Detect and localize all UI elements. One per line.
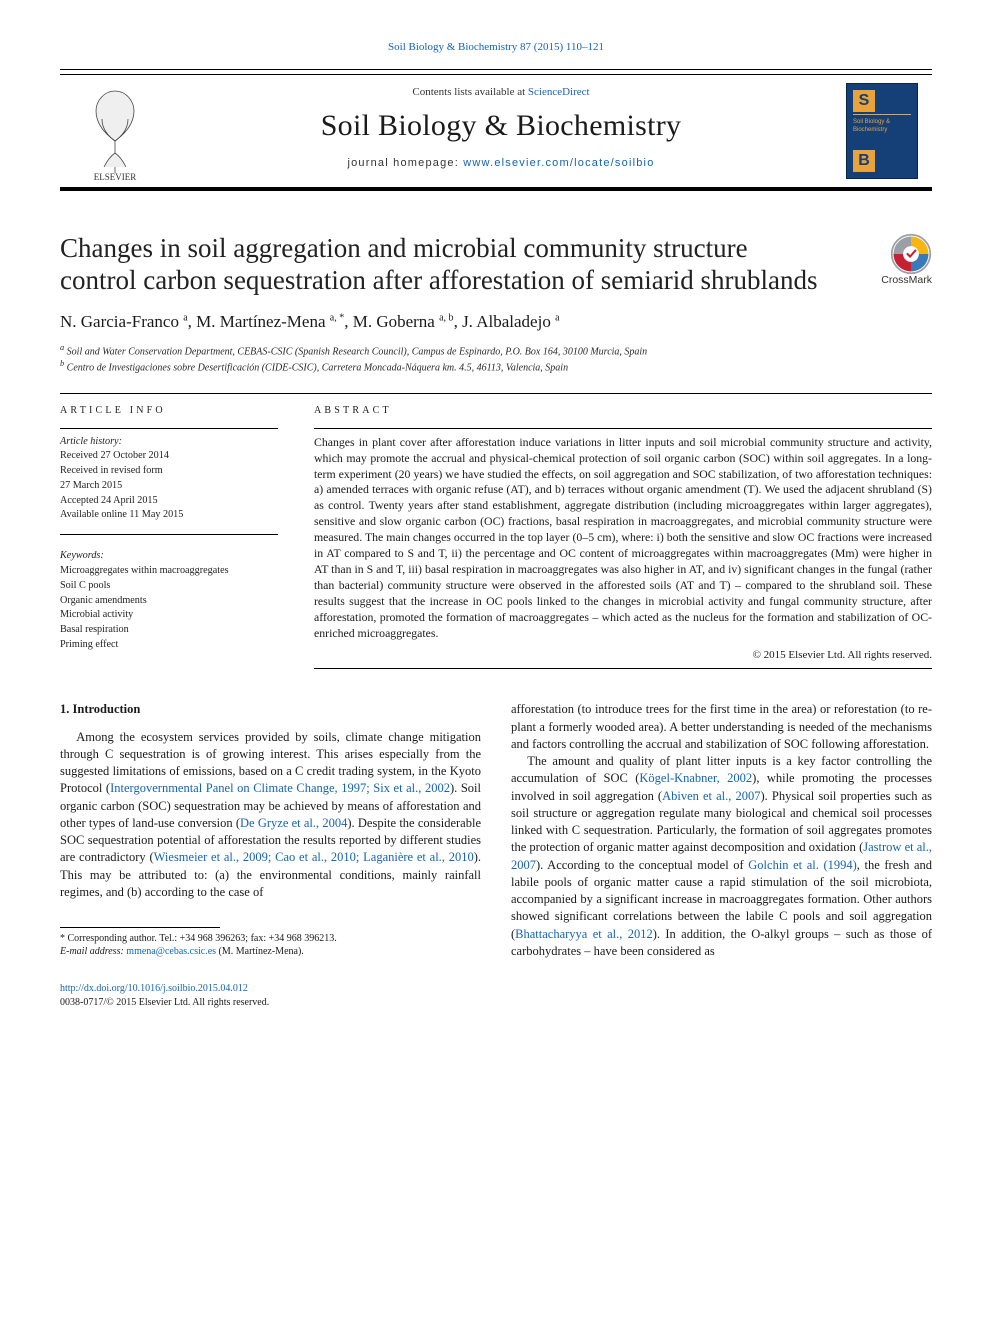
- elsevier-logo-icon: ELSEVIER: [74, 81, 156, 181]
- article-info-block: ARTICLE INFO Article history: Received 2…: [60, 404, 278, 669]
- abstract-copyright: © 2015 Elsevier Ltd. All rights reserved…: [314, 648, 932, 663]
- crossmark-label: CrossMark: [881, 273, 932, 287]
- cover-small-text: Soil Biology & Biochemistry: [853, 118, 917, 134]
- rule-above-abstract: [60, 393, 932, 394]
- column-left: 1. Introduction Among the ecosystem serv…: [60, 701, 481, 960]
- ref-link[interactable]: Kögel-Knabner, 2002: [639, 771, 752, 785]
- author-3-affil: a, b: [439, 312, 453, 323]
- doi-block: http://dx.doi.org/10.1016/j.soilbio.2015…: [60, 982, 932, 1009]
- rule-kw: [60, 534, 278, 535]
- history-accepted: Accepted 24 April 2015: [60, 494, 278, 508]
- ref-link[interactable]: Intergovernmental Panel on Climate Chang…: [110, 781, 450, 795]
- masthead-center: Contents lists available at ScienceDirec…: [170, 85, 832, 177]
- journal-cover-icon: S Soil Biology & Biochemistry B: [846, 83, 918, 179]
- history-received: Received 27 October 2014: [60, 449, 278, 463]
- contents-prefix: Contents lists available at: [412, 86, 527, 98]
- intro-paragraph-1: Among the ecosystem services provided by…: [60, 729, 481, 902]
- crossmark-badge[interactable]: CrossMark: [822, 233, 932, 287]
- affiliations: a Soil and Water Conservation Department…: [60, 342, 932, 376]
- rule-top: [60, 69, 932, 70]
- intro-paragraph-1-cont: afforestation (to introduce trees for th…: [511, 701, 932, 753]
- footnote-email-tail: (M. Martínez-Mena).: [216, 946, 304, 957]
- author-4-affil: a: [555, 312, 559, 323]
- elsevier-label: ELSEVIER: [94, 172, 137, 181]
- abstract-text: Changes in plant cover after afforestati…: [314, 435, 932, 642]
- footnote-email-label: E-mail address:: [60, 946, 126, 957]
- issn-line: 0038-0717/© 2015 Elsevier Ltd. All right…: [60, 997, 269, 1008]
- homepage-label: journal homepage:: [347, 157, 463, 169]
- keyword-item: Priming effect: [60, 638, 278, 652]
- sciencedirect-link[interactable]: ScienceDirect: [528, 86, 590, 98]
- cover-letter-bottom: B: [853, 150, 875, 172]
- header-citation: Soil Biology & Biochemistry 87 (2015) 11…: [60, 40, 932, 55]
- history-revised-2: 27 March 2015: [60, 479, 278, 493]
- author-3: M. Goberna: [353, 312, 439, 331]
- keyword-item: Soil C pools: [60, 579, 278, 593]
- keyword-item: Microaggregates within macroaggregates: [60, 564, 278, 578]
- author-4: J. Albaladejo: [462, 312, 555, 331]
- header-citation-link[interactable]: Soil Biology & Biochemistry 87 (2015) 11…: [388, 41, 604, 53]
- footnote-divider: [60, 927, 220, 928]
- keywords-heading: Keywords:: [60, 549, 278, 563]
- keyword-item: Basal respiration: [60, 623, 278, 637]
- homepage-line: journal homepage: www.elsevier.com/locat…: [170, 156, 832, 171]
- affiliation-a: a Soil and Water Conservation Department…: [60, 342, 932, 359]
- ref-link[interactable]: Golchin et al. (1994): [748, 858, 857, 872]
- rule-info: [60, 428, 278, 429]
- intro-paragraph-2: The amount and quality of plant litter i…: [511, 753, 932, 960]
- section-heading-intro: 1. Introduction: [60, 701, 481, 718]
- masthead: ELSEVIER Contents lists available at Sci…: [60, 74, 932, 181]
- footnote-email-link[interactable]: mmena@cebas.csic.es: [126, 946, 216, 957]
- author-2: M. Martínez-Mena: [196, 312, 330, 331]
- footnote-line-1: * Corresponding author. Tel.: +34 968 39…: [60, 932, 481, 945]
- footnote-corresponding: * Corresponding author. Tel.: +34 968 39…: [60, 932, 481, 958]
- affiliation-b: b Centro de Investigaciones sobre Desert…: [60, 358, 932, 375]
- abstract-heading: ABSTRACT: [314, 404, 932, 418]
- rule-thick: [60, 187, 932, 191]
- rule-abs: [314, 428, 932, 429]
- rule-abs-bottom: [314, 668, 932, 669]
- crossmark-icon: [890, 233, 932, 275]
- contents-line: Contents lists available at ScienceDirec…: [170, 85, 832, 100]
- history-online: Available online 11 May 2015: [60, 508, 278, 522]
- column-right: afforestation (to introduce trees for th…: [511, 701, 932, 960]
- article-info-heading: ARTICLE INFO: [60, 404, 278, 418]
- footnote-line-2: E-mail address: mmena@cebas.csic.es (M. …: [60, 945, 481, 958]
- article-title: Changes in soil aggregation and microbia…: [60, 233, 822, 297]
- homepage-link[interactable]: www.elsevier.com/locate/soilbio: [463, 157, 654, 169]
- ref-link[interactable]: De Gryze et al., 2004: [240, 816, 347, 830]
- history-revised-1: Received in revised form: [60, 464, 278, 478]
- ref-link[interactable]: Abiven et al., 2007: [662, 789, 760, 803]
- meta-row: ARTICLE INFO Article history: Received 2…: [60, 404, 932, 669]
- keyword-item: Microbial activity: [60, 608, 278, 622]
- publisher-logo-wrap: ELSEVIER: [60, 81, 170, 181]
- history-head: Article history:: [60, 435, 278, 449]
- keyword-item: Organic amendments: [60, 594, 278, 608]
- doi-link[interactable]: http://dx.doi.org/10.1016/j.soilbio.2015…: [60, 983, 248, 994]
- cover-letter-top: S: [853, 90, 875, 112]
- ref-link[interactable]: Bhattacharyya et al., 2012: [515, 927, 653, 941]
- journal-cover-wrap: S Soil Biology & Biochemistry B: [832, 83, 932, 179]
- authors-line: N. Garcia-Franco a, M. Martínez-Mena a, …: [60, 311, 932, 334]
- abstract-block: ABSTRACT Changes in plant cover after af…: [314, 404, 932, 669]
- journal-name: Soil Biology & Biochemistry: [170, 106, 832, 147]
- body-columns: 1. Introduction Among the ecosystem serv…: [60, 701, 932, 960]
- author-2-affil: a, *: [330, 312, 344, 323]
- author-1: N. Garcia-Franco: [60, 312, 183, 331]
- ref-link[interactable]: Wiesmeier et al., 2009; Cao et al., 2010…: [154, 850, 474, 864]
